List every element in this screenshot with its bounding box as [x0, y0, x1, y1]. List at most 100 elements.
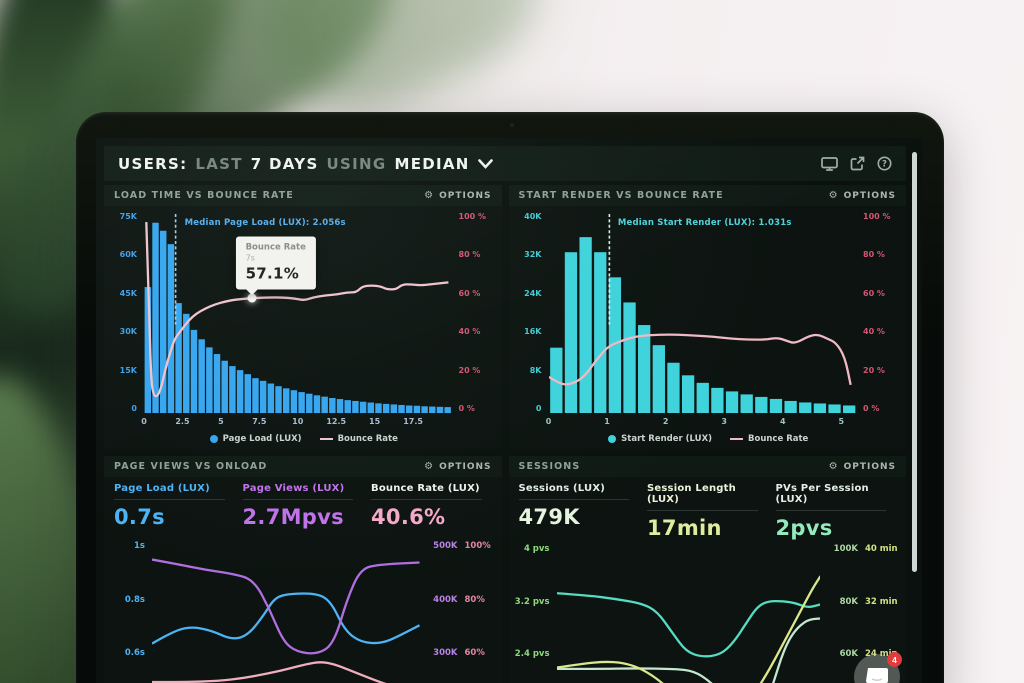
histogram-bar[interactable] [783, 400, 797, 413]
histogram-bar[interactable] [382, 403, 390, 413]
chart-canvas[interactable] [557, 544, 821, 683]
histogram-bar[interactable] [236, 370, 244, 413]
legend-item[interactable]: Bounce Rate [319, 434, 398, 444]
metric-value: 479K [518, 505, 580, 529]
chart-canvas[interactable] [549, 212, 857, 413]
histogram-bar[interactable] [175, 303, 182, 413]
histogram-bar[interactable] [144, 287, 152, 413]
options-button[interactable]: ⚙ OPTIONS [424, 460, 491, 472]
histogram-bar[interactable] [190, 329, 198, 413]
histogram-bar[interactable] [398, 404, 405, 413]
histogram-bar[interactable] [359, 401, 367, 413]
histogram-bar[interactable] [725, 391, 738, 413]
histogram-bar[interactable] [436, 406, 444, 413]
panel-header: PAGE VIEWS VS ONLOAD ⚙ OPTIONS [104, 456, 502, 477]
chart-canvas[interactable] [144, 212, 452, 413]
axis-tick-label: 0 [535, 403, 542, 413]
histogram-bar[interactable] [221, 360, 228, 413]
histogram-bar[interactable] [842, 405, 855, 413]
histogram-bar[interactable] [298, 392, 305, 413]
histogram-bar[interactable] [754, 396, 767, 413]
histogram-bar[interactable] [390, 404, 398, 413]
histogram-bar[interactable] [769, 398, 782, 413]
options-button[interactable]: ⚙ OPTIONS [829, 190, 896, 201]
histogram-bar[interactable] [429, 406, 436, 413]
histogram-bar[interactable] [367, 402, 375, 413]
axis-tick-label: 60K [839, 649, 858, 660]
series-line[interactable] [557, 618, 821, 683]
histogram-bar[interactable] [421, 406, 428, 413]
histogram-bar[interactable] [652, 345, 665, 413]
histogram-bar[interactable] [622, 302, 636, 413]
histogram-bar[interactable] [375, 403, 382, 413]
histogram-bar[interactable] [344, 400, 351, 413]
legend-item[interactable]: Bounce Rate [730, 434, 808, 444]
gear-icon: ⚙ [424, 460, 435, 472]
histogram-bar[interactable] [167, 244, 175, 413]
series-line[interactable] [557, 576, 821, 683]
histogram-bar[interactable] [152, 222, 159, 413]
histogram-bar[interactable] [313, 395, 321, 413]
bounce-rate-line[interactable] [146, 222, 448, 396]
histogram-bar[interactable] [740, 394, 753, 413]
histogram-bar[interactable] [413, 405, 421, 413]
axis-tick-label: 80 % [863, 250, 885, 260]
help-icon[interactable]: ? [877, 156, 892, 171]
metric-bounce-rate: Bounce Rate (LUX) 40.6% [371, 483, 492, 537]
histogram-bar[interactable] [290, 390, 298, 413]
histogram-bar[interactable] [306, 393, 313, 413]
histogram-bar[interactable] [827, 404, 841, 413]
histogram-bar[interactable] [275, 386, 282, 413]
histogram-bar[interactable] [282, 388, 290, 413]
histogram-bar[interactable] [593, 252, 606, 413]
chat-button[interactable]: 4 [854, 652, 902, 683]
histogram-bar[interactable] [267, 383, 275, 413]
timeframe-dropdown[interactable]: USERS: LAST 7 DAYS USING MEDIAN [118, 155, 493, 173]
share-icon[interactable] [850, 156, 865, 171]
axis-tick-label: 80% [464, 594, 485, 605]
histogram-bar[interactable] [229, 366, 236, 413]
histogram-bar[interactable] [710, 387, 724, 413]
histogram-bar[interactable] [352, 400, 359, 413]
axis-tick-label: 16K [524, 327, 542, 337]
metric-value: 17min [647, 516, 722, 540]
histogram-bar[interactable] [608, 277, 621, 413]
legend-item[interactable]: Start Render (LUX) [608, 434, 712, 444]
bounce-rate-line[interactable] [549, 335, 851, 385]
histogram-bar[interactable] [578, 237, 592, 413]
histogram-bar[interactable] [681, 375, 694, 413]
histogram-bar[interactable] [159, 230, 167, 413]
chart-canvas[interactable] [152, 541, 420, 683]
histogram-bar[interactable] [637, 325, 650, 413]
title-segment: USING [326, 154, 387, 173]
series-line[interactable] [152, 594, 420, 644]
histogram-bar[interactable] [798, 402, 811, 413]
axis-tick-label: 24K [524, 288, 542, 298]
histogram-bar[interactable] [206, 347, 213, 413]
legend-item[interactable]: Page Load (LUX) [209, 434, 302, 444]
axis-tick-row: 80K 32 min [828, 597, 905, 607]
histogram-bar[interactable] [321, 396, 328, 413]
histogram-bar[interactable] [183, 313, 190, 413]
display-icon[interactable] [821, 156, 838, 171]
histogram-bar[interactable] [336, 399, 344, 413]
scrollbar[interactable] [912, 152, 917, 572]
options-button[interactable]: ⚙ OPTIONS [424, 190, 491, 201]
histogram-bar[interactable] [259, 380, 267, 413]
histogram-bar[interactable] [444, 407, 451, 413]
series-line[interactable] [152, 560, 420, 654]
axis-tick-label: 100K [833, 544, 858, 554]
histogram-bar[interactable] [252, 378, 259, 413]
histogram-bar[interactable] [198, 339, 205, 413]
histogram-bar[interactable] [666, 362, 680, 413]
histogram-bar[interactable] [813, 403, 826, 413]
histogram-bar[interactable] [244, 374, 252, 413]
histogram-bar[interactable] [329, 397, 336, 413]
histogram-bar[interactable] [696, 382, 709, 413]
options-button[interactable]: ⚙ OPTIONS [829, 461, 896, 472]
histogram-bar[interactable] [213, 354, 221, 413]
histogram-bar[interactable] [564, 252, 577, 413]
series-line[interactable] [557, 593, 821, 656]
histogram-bar[interactable] [405, 405, 413, 413]
series-line[interactable] [152, 662, 420, 683]
